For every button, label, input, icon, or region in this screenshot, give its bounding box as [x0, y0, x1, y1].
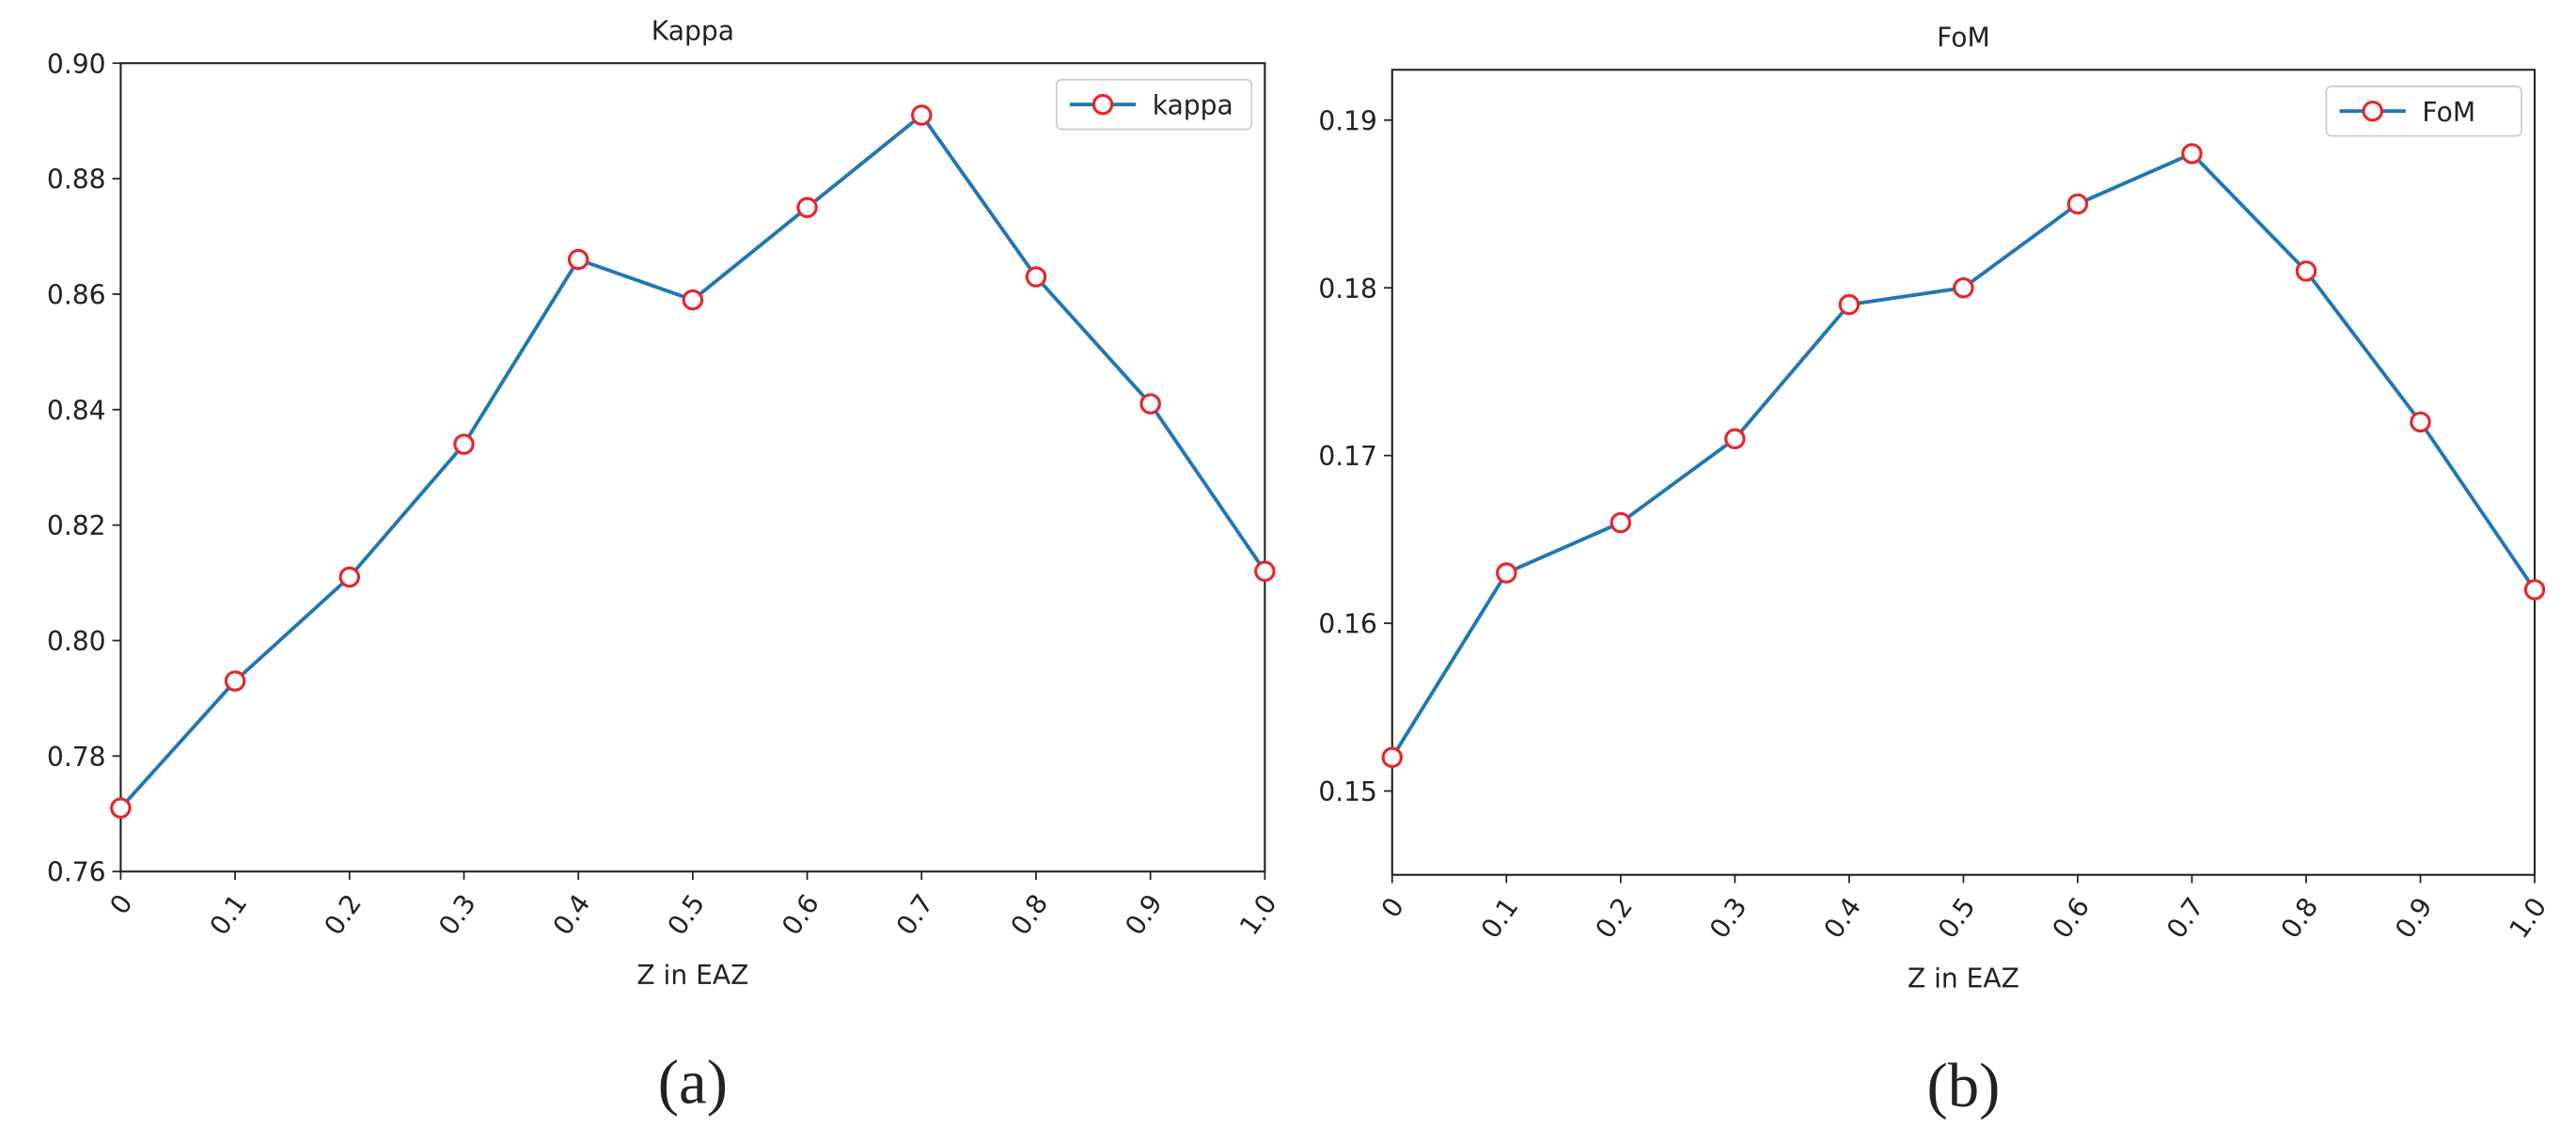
chart-title: Kappa — [652, 16, 734, 47]
data-point — [911, 104, 933, 126]
x-tick-label: 0.8 — [1005, 888, 1055, 941]
x-tick-label: 0.8 — [2275, 892, 2325, 945]
x-tick-label: 0 — [103, 888, 138, 920]
y-tick-label: 0.86 — [47, 279, 106, 310]
caption: (b) — [1926, 1051, 2000, 1120]
data-point — [2181, 143, 2203, 164]
legend-marker — [1092, 93, 1114, 116]
y-tick-label: 0.90 — [47, 49, 106, 80]
x-tick-label: 1.0 — [1233, 888, 1283, 941]
legend-marker — [2362, 100, 2383, 122]
x-tick-label: 0.4 — [547, 888, 597, 941]
x-tick-label: 0.3 — [432, 888, 482, 941]
data-point — [2410, 411, 2431, 433]
x-tick-label: 0.6 — [776, 888, 825, 941]
data-point — [682, 289, 704, 311]
data-point — [2066, 193, 2089, 215]
x-tick-label: 0.1 — [1475, 892, 1525, 945]
y-tick-label: 0.84 — [47, 395, 106, 426]
x-tick-label: 0.9 — [1119, 888, 1169, 941]
x-tick-label: 0.6 — [2047, 892, 2097, 945]
data-point — [796, 196, 818, 219]
x-tick-label: 0.7 — [2160, 892, 2210, 945]
y-tick-label: 0.80 — [47, 626, 106, 657]
x-tick-label: 0.1 — [204, 888, 254, 941]
data-point — [1025, 266, 1047, 288]
y-tick-label: 0.19 — [1318, 105, 1377, 136]
legend-label: FoM — [2422, 97, 2475, 128]
x-tick-label: 0.7 — [890, 888, 940, 941]
y-tick-label: 0.78 — [47, 742, 106, 773]
x-tick-label: 0.2 — [1589, 892, 1639, 945]
x-axis-label: Z in EAZ — [636, 960, 748, 991]
data-point — [1496, 562, 1517, 584]
data-line — [118, 112, 1266, 809]
data-point — [224, 670, 246, 692]
y-tick-label: 0.76 — [47, 857, 106, 888]
data-point — [1724, 428, 1746, 450]
y-tick-label: 0.18 — [1318, 274, 1377, 305]
y-tick-label: 0.16 — [1318, 609, 1377, 640]
x-tick-label: 0.4 — [1817, 892, 1867, 945]
data-point — [1254, 560, 1276, 583]
x-tick-label: 0.5 — [661, 888, 711, 941]
plot-frame — [119, 62, 1266, 873]
y-tick-label: 0.15 — [1318, 776, 1377, 807]
chart-title: FoM — [1937, 23, 1990, 54]
data-point — [110, 797, 132, 819]
data-point — [338, 566, 361, 588]
data-point — [1381, 746, 1404, 769]
data-point — [567, 248, 589, 271]
plot-frame — [1390, 69, 2537, 876]
y-tick-label: 0.88 — [47, 164, 106, 196]
x-tick-label: 0.9 — [2389, 892, 2439, 945]
caption: (a) — [658, 1047, 728, 1117]
x-tick-label: 0.3 — [1704, 892, 1753, 945]
x-tick-label: 0.2 — [318, 888, 368, 941]
data-point — [2295, 260, 2317, 282]
data-point — [1838, 293, 1861, 316]
x-tick-label: 1.0 — [2504, 892, 2553, 945]
legend-box — [1055, 78, 1253, 131]
y-tick-label: 0.17 — [1318, 441, 1377, 472]
x-tick-label: 0.5 — [1932, 892, 1982, 945]
x-tick-label: 0 — [1375, 892, 1410, 924]
data-point — [453, 433, 475, 455]
y-tick-label: 0.82 — [47, 510, 106, 541]
legend-label: kappa — [1153, 90, 1233, 121]
data-point — [1953, 276, 1974, 299]
data-line — [1390, 151, 2537, 759]
x-axis-label: Z in EAZ — [1908, 963, 2019, 994]
legend-box — [2325, 85, 2522, 137]
data-point — [1610, 511, 1632, 534]
data-point — [2523, 579, 2546, 601]
data-point — [1139, 393, 1161, 415]
